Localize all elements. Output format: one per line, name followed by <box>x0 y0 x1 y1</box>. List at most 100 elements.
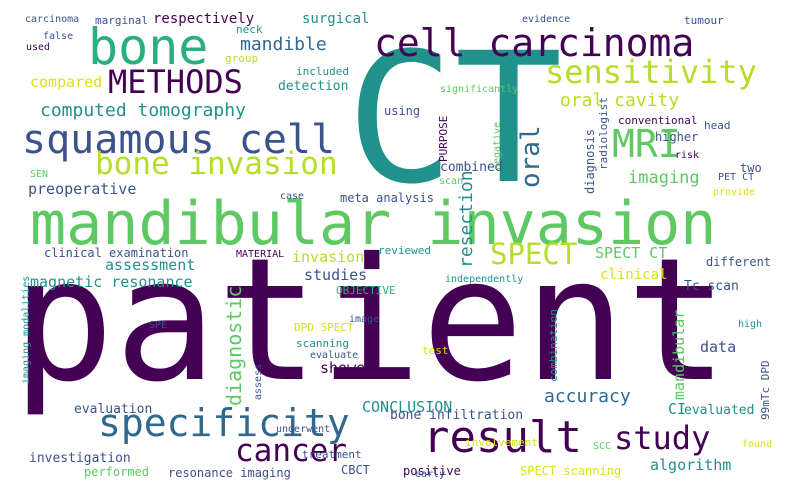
word-8: sensitivity <box>545 53 757 91</box>
word-71: PURPOSE <box>437 115 450 162</box>
word-69: DPD SPECT <box>294 321 354 334</box>
word-55: combined <box>440 160 503 175</box>
word-17: oral cavity <box>560 90 680 111</box>
word-35: CI <box>668 400 687 418</box>
word-49: performed <box>84 465 150 479</box>
word-3: result <box>423 412 582 463</box>
word-56: conventional <box>618 114 698 127</box>
word-84: PET CT <box>718 172 755 183</box>
word-22: imaging <box>628 168 700 188</box>
word-88: 99mTc DPD <box>759 360 772 420</box>
word-0: patient <box>12 222 729 420</box>
word-67: head <box>704 119 731 132</box>
word-18: mandible <box>240 34 327 55</box>
word-93: image <box>349 314 380 325</box>
word-29: data <box>700 338 737 356</box>
word-1: CT <box>346 15 563 224</box>
word-20: accuracy <box>544 386 631 407</box>
word-59: treatment <box>302 448 362 461</box>
word-82: scan <box>439 176 464 187</box>
word-77: false <box>43 31 74 42</box>
word-43: evaluation <box>74 402 153 417</box>
word-28: compared <box>30 73 103 91</box>
word-94: evaluate <box>310 350 359 361</box>
word-44: SPECT scanning <box>520 464 622 478</box>
word-30: studies <box>304 266 368 284</box>
word-54: radiologist <box>597 97 610 170</box>
word-39: diagnosis <box>583 128 597 194</box>
word-97: early <box>415 469 446 480</box>
word-76: carcinoma <box>25 14 80 25</box>
word-42: respectively <box>153 11 255 27</box>
word-95: assess <box>253 363 264 400</box>
word-72: combination <box>547 309 560 382</box>
word-16: computed tomography <box>40 100 246 121</box>
word-50: neck <box>236 23 263 36</box>
word-48: positive <box>403 464 461 478</box>
word-80: significantly <box>440 84 519 95</box>
word-53: different <box>706 255 772 269</box>
word-33: mandibular <box>670 309 688 400</box>
word-58: meta analysis <box>340 191 434 205</box>
word-40: Tc scan <box>684 279 739 294</box>
word-32: invasion <box>292 248 365 266</box>
word-81: negative <box>492 121 503 170</box>
word-14: SPECT <box>490 237 578 271</box>
word-7: METHODS <box>108 63 243 101</box>
word-98: SCC <box>593 441 612 452</box>
word-90: imaging modalities <box>21 275 32 384</box>
word-51: higher <box>655 130 699 144</box>
word-45: resonance imaging <box>168 466 291 480</box>
word-4: bone <box>88 18 209 76</box>
word-19: diagnostic <box>222 285 246 406</box>
word-83: risk <box>675 150 700 161</box>
word-52: clinical <box>600 267 668 283</box>
word-37: algorithm <box>650 456 732 474</box>
word-13: study <box>614 419 711 457</box>
word-63: test <box>422 344 449 357</box>
word-9: MRI <box>612 122 681 166</box>
word-91: independently <box>445 274 524 285</box>
word-26: SPECT CT <box>595 244 668 262</box>
word-27: clinical examination <box>44 246 189 260</box>
word-62: reviewed <box>378 244 431 257</box>
word-60: CBCT <box>341 463 370 477</box>
word-34: CONCLUSION <box>362 398 453 416</box>
word-23: preoperative <box>28 180 137 198</box>
word-36: evaluated <box>684 403 755 418</box>
word-15: oral <box>516 125 546 188</box>
word-12: cancer <box>235 433 347 469</box>
word-89: high <box>738 319 763 330</box>
word-11: specificity <box>98 401 350 445</box>
word-99: found <box>742 439 773 450</box>
word-65: MATERIAL <box>236 249 285 260</box>
word-2: mandibular invasion <box>30 189 717 259</box>
word-61: using <box>384 104 421 118</box>
word-92: SPE <box>149 320 168 331</box>
word-5: cell carcinoma <box>374 21 695 65</box>
word-6: squamous cell <box>22 117 336 163</box>
word-75: marginal <box>95 14 148 27</box>
word-78: used <box>26 42 51 53</box>
word-79: group <box>225 52 259 65</box>
word-57: included <box>296 65 349 78</box>
word-85: provide <box>713 187 756 198</box>
word-86: case <box>280 191 305 202</box>
word-25: magnetic resonance <box>30 273 193 291</box>
word-68: two <box>740 161 762 175</box>
word-46: bone infiltration <box>390 408 524 423</box>
word-66: OBJECTIVE <box>336 284 396 297</box>
word-96: underwent <box>276 424 331 435</box>
word-47: detection <box>278 79 349 94</box>
word-87: SEN <box>30 169 49 180</box>
word-70: involvement <box>465 436 538 449</box>
word-74: tumour <box>684 14 724 27</box>
word-24: assessment <box>105 256 196 274</box>
word-31: showed <box>320 359 375 377</box>
word-73: evidence <box>522 14 571 25</box>
word-41: surgical <box>302 11 370 27</box>
word-64: scanning <box>296 337 349 350</box>
word-10: bone invasion <box>95 146 338 182</box>
word-38: investigation <box>29 451 131 466</box>
